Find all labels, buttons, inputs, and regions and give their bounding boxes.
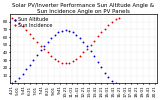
Sun Altitude xyxy=(61,30,63,32)
Sun Incidence xyxy=(104,28,106,29)
Legend: Sun Altitude, Sun Incidence: Sun Altitude, Sun Incidence xyxy=(12,16,54,29)
Sun Incidence xyxy=(43,49,45,50)
Sun Incidence xyxy=(64,62,67,64)
Sun Incidence xyxy=(79,55,81,56)
Sun Incidence xyxy=(50,55,52,56)
Sun Altitude xyxy=(18,77,20,79)
Sun Altitude xyxy=(50,37,52,39)
Sun Altitude xyxy=(25,69,28,70)
Sun Incidence xyxy=(46,52,49,53)
Sun Altitude xyxy=(89,50,92,52)
Sun Incidence xyxy=(68,62,70,63)
Sun Incidence xyxy=(25,29,28,31)
Sun Altitude xyxy=(32,59,35,61)
Sun Incidence xyxy=(93,40,95,42)
Sun Altitude xyxy=(54,34,56,36)
Sun Incidence xyxy=(86,48,88,49)
Sun Altitude xyxy=(104,72,106,73)
Sun Altitude xyxy=(39,49,42,51)
Sun Incidence xyxy=(36,41,38,42)
Sun Incidence xyxy=(89,44,92,46)
Sun Incidence xyxy=(61,62,63,63)
Sun Incidence xyxy=(32,37,35,39)
Sun Altitude xyxy=(100,66,103,68)
Sun Altitude xyxy=(111,80,113,82)
Sun Altitude xyxy=(79,37,81,39)
Sun Altitude xyxy=(107,76,110,78)
Sun Incidence xyxy=(96,36,99,37)
Sun Altitude xyxy=(57,32,60,33)
Sun Altitude xyxy=(71,32,74,33)
Sun Altitude xyxy=(64,29,67,31)
Sun Altitude xyxy=(46,41,49,42)
Sun Incidence xyxy=(75,58,78,60)
Sun Incidence xyxy=(118,17,120,18)
Sun Incidence xyxy=(14,19,17,21)
Sun Incidence xyxy=(21,25,24,27)
Sun Altitude xyxy=(11,82,13,83)
Sun Altitude xyxy=(114,82,117,83)
Sun Incidence xyxy=(28,33,31,35)
Sun Altitude xyxy=(14,80,17,82)
Sun Incidence xyxy=(18,22,20,24)
Sun Altitude xyxy=(28,64,31,66)
Sun Incidence xyxy=(114,18,117,20)
Sun Altitude xyxy=(93,56,95,57)
Sun Incidence xyxy=(82,52,85,53)
Sun Altitude xyxy=(86,46,88,47)
Sun Altitude xyxy=(43,45,45,46)
Sun Incidence xyxy=(54,58,56,60)
Sun Incidence xyxy=(11,17,13,18)
Sun Incidence xyxy=(100,32,103,33)
Sun Altitude xyxy=(75,34,78,36)
Sun Altitude xyxy=(82,41,85,42)
Sun Incidence xyxy=(71,60,74,62)
Sun Altitude xyxy=(21,73,24,75)
Sun Incidence xyxy=(111,21,113,22)
Title: Solar PV/Inverter Performance Sun Altitude Angle & Sun Incidence Angle on PV Pan: Solar PV/Inverter Performance Sun Altitu… xyxy=(12,3,155,14)
Sun Incidence xyxy=(57,60,60,62)
Sun Incidence xyxy=(39,45,42,46)
Sun Altitude xyxy=(68,30,70,32)
Sun Altitude xyxy=(36,54,38,56)
Sun Incidence xyxy=(107,24,110,26)
Sun Altitude xyxy=(96,61,99,63)
